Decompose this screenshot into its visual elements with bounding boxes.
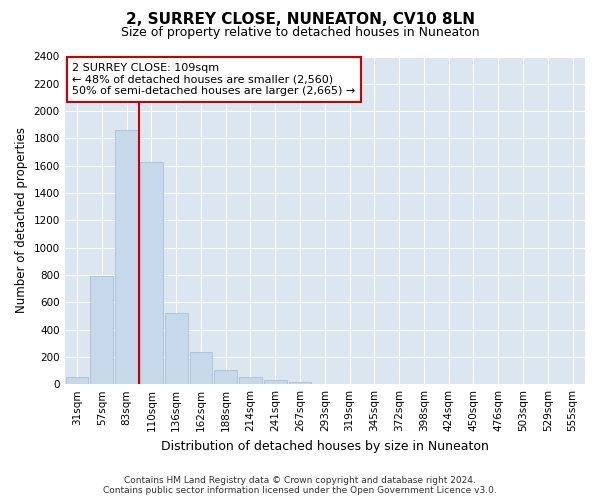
Text: Contains HM Land Registry data © Crown copyright and database right 2024.
Contai: Contains HM Land Registry data © Crown c… [103, 476, 497, 495]
Bar [264, 380, 287, 384]
Bar [91, 276, 113, 384]
Bar [214, 370, 237, 384]
Bar [165, 313, 188, 384]
Bar [115, 130, 138, 384]
Bar [65, 376, 88, 384]
Bar [239, 376, 262, 384]
Bar [190, 352, 212, 384]
X-axis label: Distribution of detached houses by size in Nuneaton: Distribution of detached houses by size … [161, 440, 489, 452]
Text: Size of property relative to detached houses in Nuneaton: Size of property relative to detached ho… [121, 26, 479, 39]
Bar [289, 382, 311, 384]
Text: 2, SURREY CLOSE, NUNEATON, CV10 8LN: 2, SURREY CLOSE, NUNEATON, CV10 8LN [125, 12, 475, 28]
Text: 2 SURREY CLOSE: 109sqm
← 48% of detached houses are smaller (2,560)
50% of semi-: 2 SURREY CLOSE: 109sqm ← 48% of detached… [73, 63, 356, 96]
Y-axis label: Number of detached properties: Number of detached properties [15, 128, 28, 314]
Bar [140, 162, 163, 384]
